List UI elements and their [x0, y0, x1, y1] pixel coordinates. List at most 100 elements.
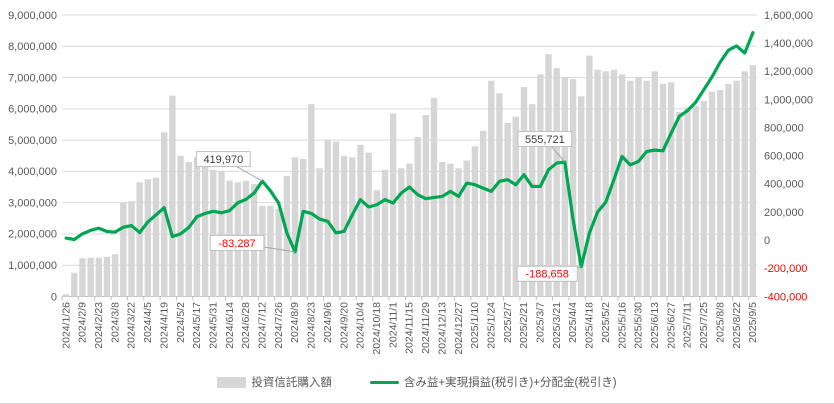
- y-axis-label-left: 4,000,000: [8, 166, 57, 178]
- y-axis-label-right: -200,000: [764, 263, 807, 275]
- purchase-bar: [406, 163, 413, 297]
- annotation-box: [209, 234, 265, 251]
- x-axis-label: 2024/1/26: [60, 302, 72, 349]
- x-axis-label: 2025/4/4: [567, 302, 579, 343]
- x-axis-label: 2025/5/16: [616, 302, 628, 349]
- x-axis-label: 2025/7/25: [698, 302, 710, 349]
- purchase-bar: [210, 169, 217, 297]
- purchase-bar: [749, 65, 757, 297]
- purchase-bar: [152, 177, 160, 297]
- purchase-bar: [373, 190, 380, 297]
- legend-item-profit[interactable]: 含み益+実現損益(税引き)+分配金(税引き): [369, 374, 617, 390]
- y-axis-label-right: 0: [764, 235, 770, 247]
- y-axis-label-right: 800,000: [764, 122, 804, 134]
- purchase-bar: [87, 257, 94, 297]
- y-axis-label-right: 1,000,000: [764, 94, 813, 106]
- legend-label-purchase: 投資信託購入額: [251, 377, 332, 389]
- x-axis-label: 2024/3/8: [109, 302, 121, 343]
- x-axis-label: 2025/6/27: [665, 302, 677, 349]
- annotation-value: -83,287: [218, 238, 255, 250]
- y-axis-label-right: 600,000: [764, 151, 804, 163]
- y-axis-label-left: 8,000,000: [8, 41, 57, 53]
- annotation-value: 555,721: [525, 134, 565, 146]
- purchase-bar: [741, 71, 748, 297]
- purchase-bar: [496, 93, 503, 297]
- x-axis-label: 2024/8/23: [306, 302, 318, 349]
- annotation-box: [517, 130, 573, 147]
- purchase-bar: [561, 77, 569, 297]
- x-axis-label: 2025/9/5: [747, 302, 759, 343]
- x-axis-label: 2025/3/7: [535, 302, 547, 343]
- x-axis-label: 2024/10/18: [371, 302, 383, 355]
- purchase-bar: [717, 90, 724, 297]
- purchase-bar: [594, 69, 601, 297]
- x-axis-label: 2024/12/13: [436, 302, 448, 355]
- purchase-bar: [111, 254, 119, 297]
- purchase-bar: [357, 144, 364, 297]
- purchase-bar: [128, 201, 135, 297]
- x-axis-label: 2024/5/31: [207, 302, 219, 349]
- y-axis-label-right: 400,000: [764, 179, 804, 191]
- purchase-bar: [300, 158, 307, 297]
- x-axis-label: 2024/2/9: [77, 302, 89, 343]
- purchase-bar: [340, 155, 348, 297]
- purchase-bar: [528, 104, 536, 297]
- purchase-bar: [332, 141, 340, 297]
- purchase-bar: [275, 208, 282, 297]
- purchase-bar: [708, 91, 716, 297]
- purchase-bar: [62, 294, 70, 297]
- purchase-bar: [618, 74, 626, 297]
- purchase-bar: [602, 71, 609, 297]
- purchase-bar: [161, 132, 168, 297]
- annotation-value: 419,970: [203, 154, 243, 166]
- purchase-bar: [684, 107, 691, 297]
- purchase-bar: [95, 257, 102, 297]
- legend: 投資信託購入額 含み益+実現損益(税引き)+分配金(税引き): [0, 374, 834, 390]
- purchase-bar: [136, 182, 143, 297]
- x-axis-label: 2024/9/20: [338, 302, 350, 349]
- purchase-bar: [398, 168, 405, 297]
- x-axis-label: 2024/4/19: [158, 302, 170, 349]
- y-axis-label-left: 1,000,000: [8, 260, 57, 272]
- purchase-bar: [439, 162, 446, 297]
- purchase-bar: [504, 122, 511, 297]
- purchase-bar: [381, 169, 389, 297]
- purchase-bar: [586, 55, 593, 297]
- purchase-bar: [676, 111, 683, 297]
- annotation-value: -188,658: [525, 269, 568, 281]
- y-axis-label-right: 1,600,000: [764, 10, 813, 22]
- purchase-bar: [79, 258, 86, 297]
- purchase-bar: [488, 80, 495, 297]
- purchase-bar: [71, 272, 78, 297]
- x-axis-label: 2024/10/4: [355, 302, 367, 349]
- x-axis-label: 2024/5/2: [175, 302, 187, 343]
- line-series-swatch: [369, 380, 399, 384]
- y-axis-label-right: 200,000: [764, 207, 804, 219]
- x-axis-label: 2025/5/30: [633, 302, 645, 349]
- y-axis-label-left: 6,000,000: [8, 104, 57, 116]
- purchase-bar: [627, 80, 634, 297]
- purchase-bar: [169, 95, 176, 297]
- purchase-bar: [520, 86, 528, 297]
- x-axis-label: 2025/8/22: [731, 302, 743, 349]
- y-axis-label-right: 1,200,000: [764, 66, 813, 78]
- x-axis-label: 2024/3/22: [126, 302, 138, 349]
- x-axis-label: 2025/7/11: [682, 302, 694, 348]
- purchase-bar: [725, 83, 732, 297]
- y-axis-label-left: 2,000,000: [8, 229, 57, 241]
- x-axis-label: 2025/5/2: [600, 302, 612, 343]
- purchase-bar: [553, 68, 560, 297]
- y-axis-label-right: 1,400,000: [764, 38, 813, 50]
- purchase-bar: [324, 140, 331, 297]
- legend-item-purchase[interactable]: 投資信託購入額: [217, 374, 332, 390]
- x-axis-label: 2024/2/23: [93, 302, 105, 349]
- purchase-bar: [733, 80, 740, 297]
- purchase-bar: [667, 82, 675, 297]
- x-axis-label: 2024/7/26: [273, 302, 285, 349]
- y-axis-label-right: -400,000: [764, 291, 807, 303]
- purchase-bar: [455, 168, 462, 297]
- purchase-bar: [349, 157, 356, 297]
- x-axis-label: 2025/2/21: [518, 302, 530, 349]
- x-axis-label: 2024/4/5: [142, 302, 154, 343]
